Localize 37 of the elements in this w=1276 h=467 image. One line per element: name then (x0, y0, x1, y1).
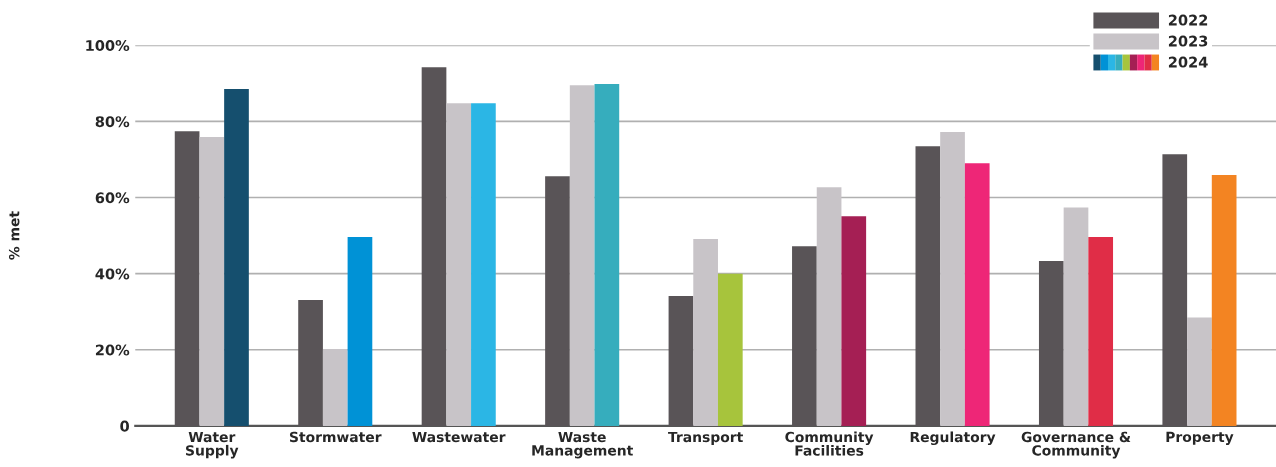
y-tick-label: 0 (120, 420, 129, 432)
bar (1088, 237, 1114, 426)
y-axis-title: % met (8, 211, 20, 260)
bar (224, 89, 249, 426)
y-tick-label: 60% (95, 192, 130, 204)
x-tick-label: Stormwater (289, 431, 382, 443)
bar (940, 132, 965, 426)
bar (594, 84, 620, 426)
bar (471, 103, 496, 426)
x-tick-label: Community Facilities (785, 431, 874, 456)
bar (1063, 207, 1089, 426)
x-tick-label: Water Supply (186, 431, 239, 459)
bar (693, 239, 718, 426)
bar (1187, 317, 1212, 426)
bar (964, 163, 990, 426)
x-tick-label: Governance & Community (1021, 431, 1131, 459)
y-tick-label: 80% (95, 116, 130, 128)
bar (569, 85, 595, 426)
x-tick-label: Waste Management (532, 431, 633, 459)
bar (816, 187, 842, 426)
legend-label: 2024 (1168, 56, 1208, 68)
bar (347, 237, 373, 426)
x-tick-label: Transport (668, 431, 743, 445)
legend-label: 2023 (1168, 35, 1208, 47)
bar (717, 273, 743, 426)
x-tick-label: Regulatory (910, 431, 996, 446)
bar (1211, 175, 1237, 426)
bar (446, 103, 472, 426)
x-tick-label: Property (1166, 431, 1234, 445)
legend-label: 2022 (1168, 14, 1208, 26)
y-tick-label: 20% (95, 344, 130, 356)
bar (199, 137, 225, 426)
x-tick-label: Wastewater (412, 431, 506, 443)
bar (322, 349, 348, 426)
bar (841, 216, 867, 426)
y-tick-label: 40% (95, 268, 130, 280)
y-tick-label: 100% (86, 40, 130, 52)
